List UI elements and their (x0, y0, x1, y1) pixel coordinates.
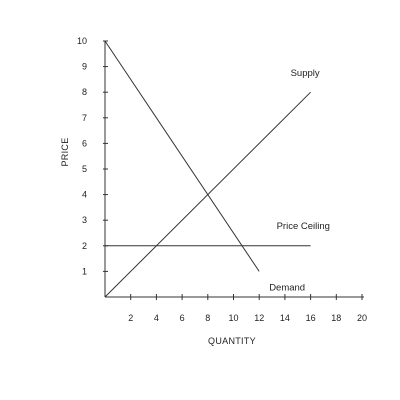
demand-line (104, 40, 260, 272)
series-group (104, 40, 311, 298)
x-tick-label: 16 (306, 313, 316, 323)
y-tick-label: 4 (82, 190, 87, 200)
x-tick-label: 12 (254, 313, 264, 323)
x-tick-label: 10 (228, 313, 238, 323)
supply-label: Supply (291, 68, 320, 79)
x-tick-label: 14 (280, 313, 290, 323)
y-tick-label: 5 (82, 164, 87, 174)
x-tick-label: 2 (128, 313, 133, 323)
x-axis-title: QUANTITY (208, 336, 256, 346)
x-tick-label: 4 (154, 313, 159, 323)
demand-label: Demand (269, 282, 305, 293)
x-tick-label: 18 (331, 313, 341, 323)
y-tick-label: 9 (82, 62, 87, 72)
y-tick-label: 1 (82, 266, 87, 276)
x-tick-label: 6 (180, 313, 185, 323)
x-tick-label: 20 (357, 313, 367, 323)
y-axis-title: PRICE (60, 137, 70, 166)
y-tick-label: 6 (82, 138, 87, 148)
y-tick-label: 10 (77, 36, 87, 46)
x-tick-label: 8 (205, 313, 210, 323)
price-ceiling-label: Price Ceiling (277, 221, 330, 232)
y-tick-label: 7 (82, 113, 87, 123)
y-tick-label: 3 (82, 215, 87, 225)
y-tick-label: 2 (82, 241, 87, 251)
series-label-group: Supply Demand Price Ceiling (269, 68, 330, 293)
y-tick-label: 8 (82, 87, 87, 97)
